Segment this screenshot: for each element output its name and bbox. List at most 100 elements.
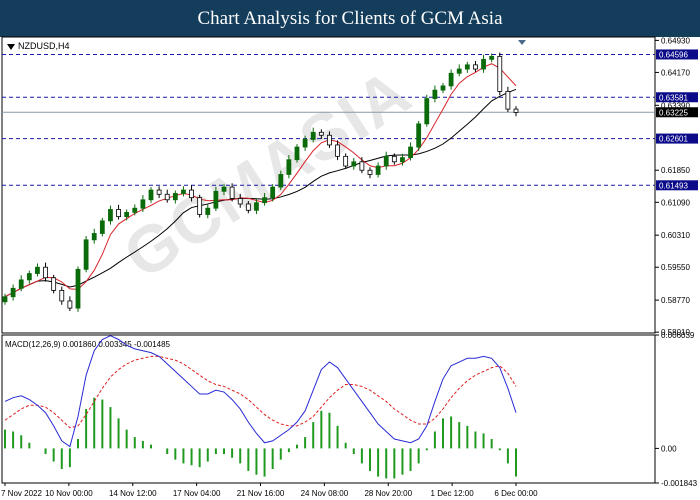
time-tick-label: 21 Nov 16:00 (237, 489, 285, 498)
candle-body (124, 212, 130, 218)
candle-body (481, 58, 486, 70)
price-tick-label: 0.59550 (661, 263, 690, 272)
candle-body (2, 296, 8, 303)
level-price-label: 0.61493 (659, 181, 688, 190)
price-tick-label: 0.61850 (661, 166, 690, 175)
candle-body (505, 90, 511, 110)
candle-body (221, 186, 227, 192)
macd-signal-line (4, 355, 517, 429)
candle-body (294, 146, 300, 161)
candle-body (448, 72, 454, 87)
candle-body (172, 193, 178, 201)
time-tick-label: 24 Nov 08:00 (301, 489, 349, 498)
candle-body (473, 64, 478, 70)
price-tick-label: 0.64170 (661, 68, 690, 77)
time-tick-label: 1 Dec 12:00 (431, 489, 475, 498)
level-price-tag (656, 180, 698, 191)
price-tick-label: 0.60310 (661, 231, 690, 240)
candle-body (359, 161, 365, 171)
time-tick-label: 28 Nov 20:00 (364, 489, 412, 498)
candle-body (75, 268, 81, 309)
level-price-tag (656, 92, 698, 103)
slow-moving-average-line (4, 88, 517, 298)
candle-body (26, 273, 32, 281)
candle-body (213, 190, 219, 209)
candle-body (83, 239, 89, 270)
time-tick-label: 17 Nov 04:00 (173, 489, 221, 498)
candle-body (375, 165, 381, 175)
candle-body (351, 161, 357, 167)
price-tick-label: 0.61090 (661, 198, 690, 207)
candle-body (343, 155, 349, 167)
macd-tick-label: 0.00 (661, 444, 677, 453)
candle-body (197, 197, 203, 215)
level-price-label: 0.63581 (659, 93, 688, 102)
candle-body (91, 233, 97, 241)
candle-body (424, 98, 430, 125)
chart-banner-title: Chart Analysis for Clients of GCM Asia (0, 0, 700, 37)
symbol-label: NZDUSD,H4 (7, 41, 70, 51)
candle-body (270, 186, 276, 199)
candle-body (456, 68, 462, 74)
time-tick-label: 14 Nov 12:00 (109, 489, 157, 498)
candle-body (148, 189, 154, 201)
time-tick-label: 7 Nov 2022 (1, 489, 42, 498)
candle-body (262, 197, 267, 204)
candle-body (132, 207, 138, 213)
candle-body (327, 134, 332, 146)
candle-body (229, 186, 235, 199)
candle-body (464, 64, 470, 70)
level-price-tag (656, 133, 698, 144)
macd-tick-label: 0.006039 (661, 331, 695, 340)
fast-moving-average-line (4, 63, 517, 298)
candle-body (489, 55, 495, 60)
candle-body (35, 266, 40, 274)
macd-panel-frame (1, 334, 656, 484)
candle-body (302, 139, 308, 148)
candle-body (286, 159, 292, 175)
current-price-tag (656, 107, 698, 118)
candle-body (416, 123, 422, 148)
candle-body (391, 155, 397, 163)
candle-body (513, 108, 519, 113)
macd-tick-label: -0.001843 (661, 479, 698, 488)
candle-body (278, 174, 284, 188)
candle-body (245, 203, 251, 211)
symbol-dropdown-icon[interactable] (7, 43, 15, 50)
candle-body (237, 198, 243, 205)
candle-body (408, 146, 413, 158)
price-tick-label: 0.64930 (661, 36, 690, 45)
level-price-label: 0.64596 (659, 50, 688, 59)
candle-body (164, 193, 170, 201)
candle-body (108, 209, 113, 222)
candle-body (400, 157, 405, 163)
candle-body (51, 277, 57, 291)
candle-body (43, 266, 48, 279)
candle-body (383, 155, 389, 167)
level-price-label: 0.62601 (659, 135, 688, 144)
price-tick-label: 0.63390 (661, 101, 690, 110)
price-tick-label: 0.58010 (661, 328, 690, 337)
candle-body (67, 300, 73, 309)
candle-body (99, 220, 105, 234)
time-tick-label: 6 Dec 00:00 (494, 489, 538, 498)
candle-body (140, 199, 146, 209)
candle-body (497, 55, 503, 92)
candle-body (181, 189, 186, 194)
candle-body (10, 287, 16, 298)
candle-body (116, 209, 121, 218)
candle-body (59, 290, 65, 302)
level-price-tag (656, 49, 698, 60)
candle-body (189, 189, 194, 199)
chart-shift-marker-icon (518, 40, 526, 45)
candle-body (310, 131, 316, 140)
candle-body (156, 189, 162, 195)
time-tick-label: 10 Nov 00:00 (45, 489, 93, 498)
macd-main-line (4, 335, 517, 448)
candle-body (440, 85, 446, 91)
candle-body (254, 202, 259, 211)
symbol-text: NZDUSD,H4 (18, 41, 70, 51)
macd-label: MACD(12,26,9) 0.001860 0.003345 -0.00148… (5, 340, 171, 349)
candle-body (367, 169, 373, 175)
